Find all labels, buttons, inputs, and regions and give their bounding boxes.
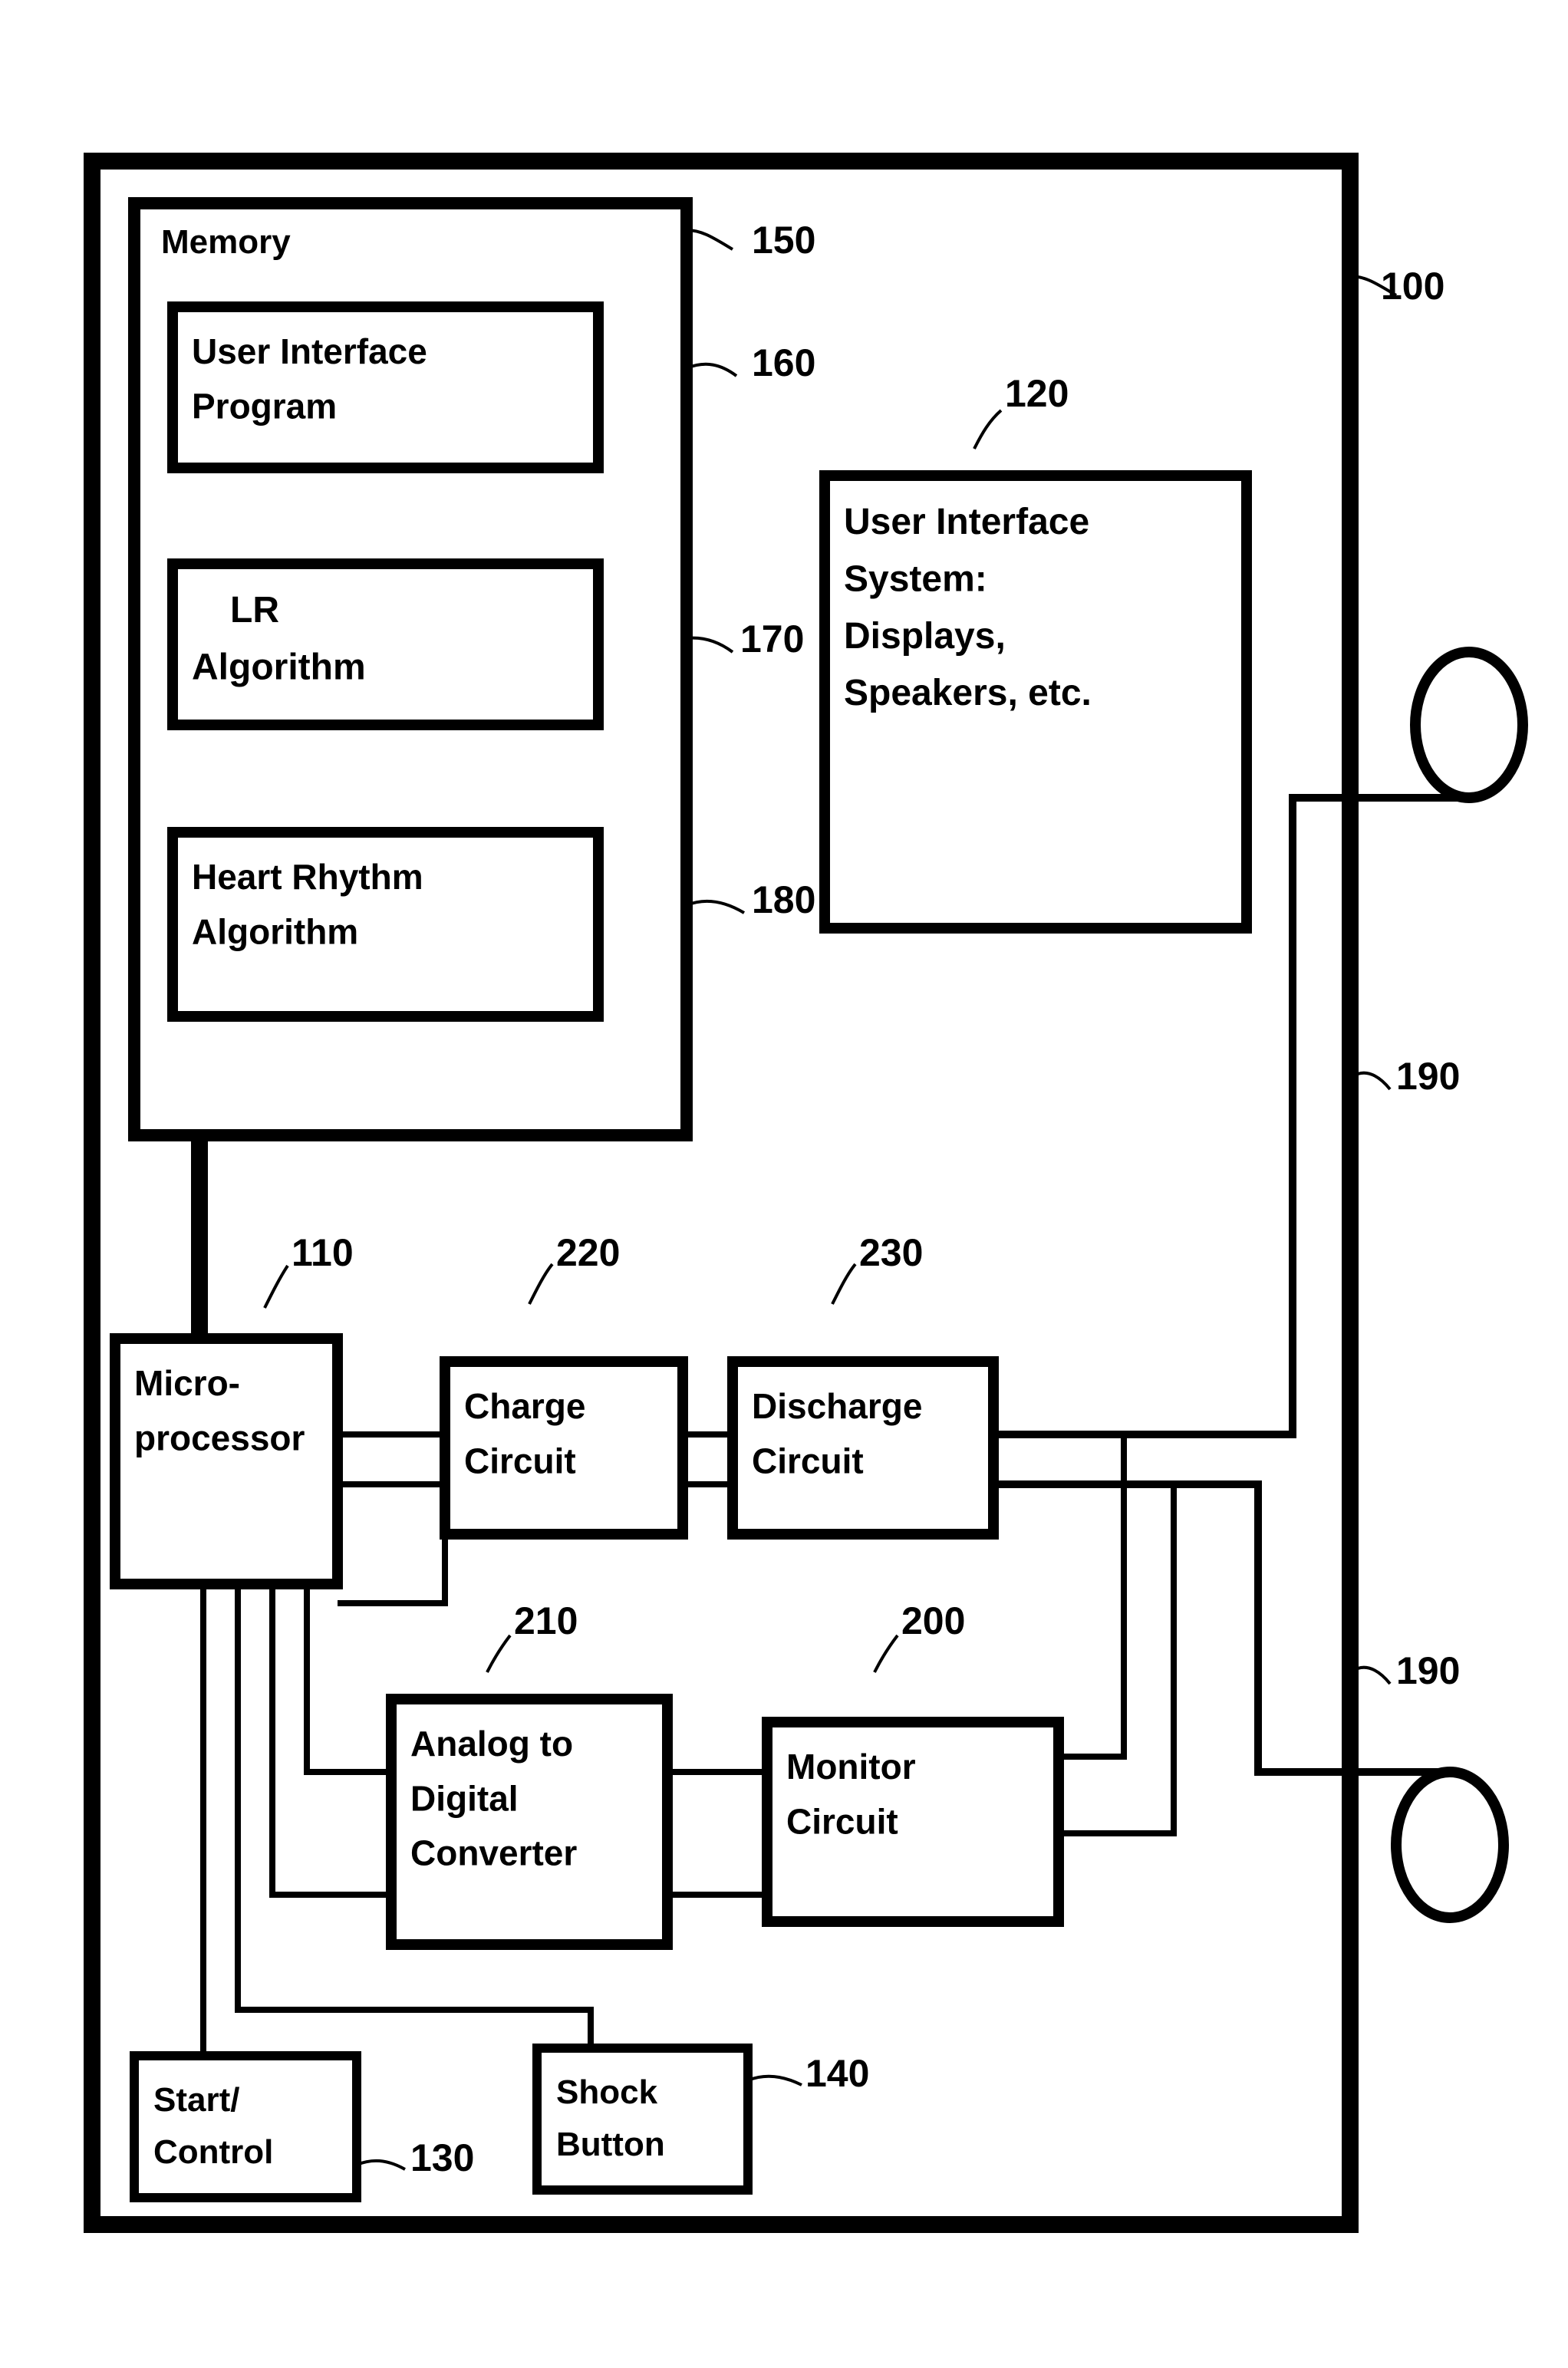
ref-label: 100	[1381, 265, 1444, 308]
heart-rhythm-algorithm-label: Heart Rhythm	[192, 857, 423, 897]
ui-program-label: User Interface	[192, 331, 427, 371]
memory-title: Memory	[161, 223, 291, 261]
ref-label: 200	[901, 1599, 965, 1642]
ref-label: 190	[1396, 1055, 1460, 1098]
heart-rhythm-algorithm-label: Algorithm	[192, 911, 358, 951]
microprocessor-label: Micro-	[134, 1363, 240, 1403]
ui-system-label: System:	[844, 558, 987, 599]
ref-label: 160	[752, 341, 815, 384]
shock-button-label: Button	[556, 2126, 665, 2163]
electrode-top	[1415, 652, 1523, 798]
charge-circuit-label: Circuit	[464, 1441, 576, 1480]
ref-label: 120	[1005, 372, 1069, 415]
shock-button-box	[537, 2048, 748, 2190]
leader-line	[1358, 1073, 1390, 1089]
adc-label: Digital	[410, 1778, 519, 1818]
leader-line	[1358, 1668, 1390, 1684]
charge-circuit-label: Charge	[464, 1386, 585, 1426]
ref-label: 170	[740, 618, 804, 660]
start-control-label: Start/	[153, 2081, 239, 2119]
discharge-circuit-label: Circuit	[752, 1441, 864, 1480]
ref-label: 130	[410, 2136, 474, 2179]
adc-label: Analog to	[410, 1724, 573, 1764]
lr-algorithm-label: Algorithm	[192, 647, 366, 687]
ref-label: 210	[514, 1599, 578, 1642]
start-control-box	[134, 2056, 357, 2198]
ui-system-label: User Interface	[844, 502, 1089, 542]
ref-label: 150	[752, 219, 815, 262]
shock-button-label: Shock	[556, 2073, 658, 2111]
start-control-label: Control	[153, 2133, 273, 2171]
ref-label: 180	[752, 878, 815, 921]
monitor-circuit-label: Circuit	[786, 1801, 898, 1841]
ui-program-label: Program	[192, 386, 337, 426]
monitor-circuit-label: Monitor	[786, 1747, 916, 1787]
microprocessor-label: processor	[134, 1418, 305, 1457]
ref-label: 110	[292, 1231, 354, 1274]
ref-label: 140	[805, 2052, 869, 2095]
electrode-bottom	[1396, 1772, 1504, 1918]
ref-label: 230	[859, 1231, 923, 1274]
lr-algorithm-label: LR	[230, 590, 279, 631]
ref-label: 220	[556, 1231, 620, 1274]
block-diagram: Memory User Interface Program LR Algorithm He…	[0, 0, 1568, 2368]
adc-label: Converter	[410, 1833, 577, 1873]
ui-system-label: Speakers, etc.	[844, 673, 1092, 713]
ui-system-label: Displays,	[844, 616, 1006, 657]
discharge-circuit-label: Discharge	[752, 1386, 922, 1426]
lr-algorithm-box	[173, 564, 598, 725]
ref-label: 190	[1396, 1649, 1460, 1692]
